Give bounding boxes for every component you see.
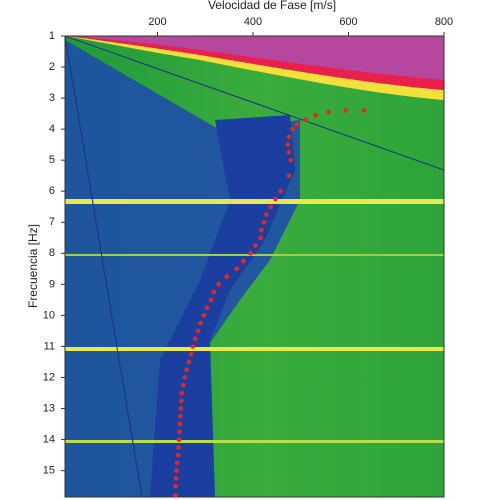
point [264,212,269,217]
point [174,460,180,466]
point [286,173,292,178]
point [177,429,182,435]
point [234,266,240,272]
point [303,117,308,123]
x-tick-label: 600 [339,16,357,28]
point [178,406,184,411]
point [241,258,246,264]
point [204,305,210,310]
point [211,289,217,295]
y-tick-label: 5 [49,154,55,166]
point [176,437,182,442]
point [179,390,185,396]
x-tick-label: 400 [244,16,262,28]
point [173,493,178,498]
point [361,108,367,113]
point [177,421,183,427]
point [174,468,179,473]
point [294,122,300,127]
point [216,282,221,287]
point [248,251,253,256]
y-tick-label: 2 [49,61,55,73]
y-tick-label: 11 [44,340,55,352]
point [188,351,194,357]
point [261,219,267,225]
y-tick-label: 14 [43,433,55,445]
y-axis-label: Frecuencia [Hz] [26,224,40,308]
point [313,112,318,118]
x-axis-label: Velocidad de Fase [m/s] [208,0,336,12]
point [278,188,283,194]
point [178,413,183,419]
y-tick-label: 1 [49,30,55,42]
point [224,274,230,279]
y-tick-label: 6 [49,185,55,197]
point [173,483,178,489]
y-tick-label: 15 [43,465,55,477]
x-tick-label: 800 [435,16,453,28]
y-tick-label: 4 [49,123,55,135]
point [192,336,198,341]
point [190,344,196,349]
y-tick-label: 7 [49,216,55,228]
y-tick-label: 9 [49,278,55,290]
point [259,227,264,233]
point [326,109,331,115]
point [198,320,203,326]
point [186,359,192,365]
y-tick-label: 13 [43,402,55,414]
point [175,452,181,458]
y-tick-label: 12 [43,371,55,383]
point [176,445,181,450]
y-tick-label: 8 [49,247,55,259]
point [288,157,294,163]
point [273,196,278,202]
point [180,382,186,388]
point [184,367,189,373]
point [201,313,207,318]
point [290,126,295,132]
x-tick-label: 200 [148,16,166,28]
point [286,150,292,155]
point [285,142,291,147]
point [286,134,292,140]
point [182,375,188,380]
point [179,398,184,404]
point [258,235,263,241]
point [173,476,179,481]
point [253,243,258,248]
heatmap [65,36,444,497]
point [343,108,348,113]
point [195,328,201,334]
point [268,204,273,210]
point [208,297,214,303]
y-tick-label: 3 [49,92,55,104]
plot-frame [64,35,445,498]
y-tick-label: 10 [43,309,55,321]
